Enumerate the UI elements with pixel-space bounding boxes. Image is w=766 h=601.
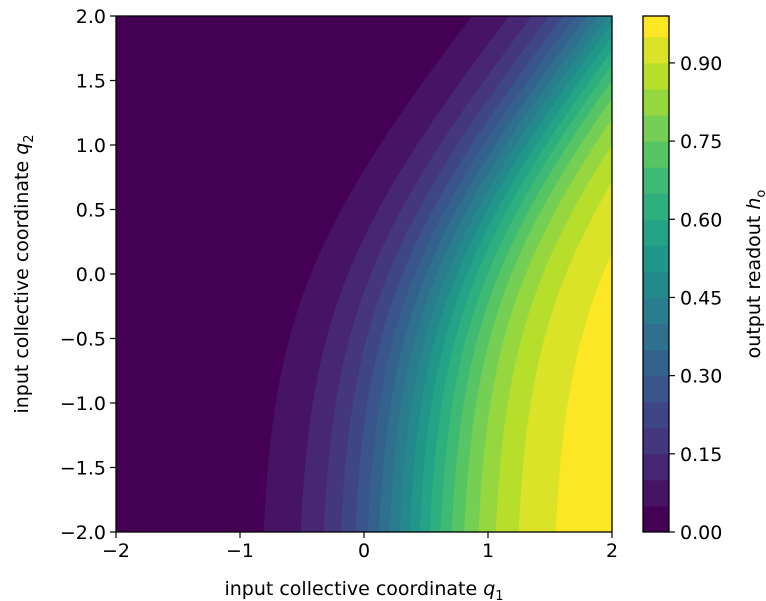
colorbar-swatch xyxy=(643,453,669,481)
colorbar xyxy=(643,16,669,533)
colorbar-frame xyxy=(642,15,670,533)
colorbar-tick-label: 0.45 xyxy=(680,287,722,309)
colorbar-tick-label: 0.75 xyxy=(680,131,722,153)
colorbar-swatch xyxy=(643,245,669,272)
colorbar-tick-label: 0.00 xyxy=(680,522,722,544)
colorbar-swatch xyxy=(643,271,669,298)
y-tick-label: −0.5 xyxy=(60,329,106,351)
colorbar-swatch xyxy=(643,62,669,90)
colorbar-swatch xyxy=(643,193,669,220)
colorbar-swatch xyxy=(643,427,669,455)
y-tick-label: 1.0 xyxy=(76,135,106,157)
colorbar-swatch xyxy=(643,115,669,142)
x-tick-label: −1 xyxy=(226,540,254,562)
y-tick-label: 2.0 xyxy=(76,6,106,28)
x-tick-label: −2 xyxy=(102,540,130,562)
colorbar-swatch xyxy=(643,401,669,429)
colorbar-swatch xyxy=(643,505,669,533)
x-axis: −2 −1 0 1 2 xyxy=(102,532,618,562)
x-tick-label: 2 xyxy=(606,540,618,562)
y-tick-label: −1.5 xyxy=(60,458,106,480)
colorbar-tick-label: 0.60 xyxy=(680,209,722,231)
colorbar-label: output readout ho xyxy=(743,190,766,359)
colorbar-swatch xyxy=(643,88,669,116)
colorbar-swatch xyxy=(643,349,669,377)
x-tick-label: 1 xyxy=(482,540,494,562)
colorbar-swatch xyxy=(643,479,669,507)
y-axis: −2.0 −1.5 −1.0 −0.5 0.0 0.5 1.0 1.5 2.0 xyxy=(60,6,116,544)
contour-band xyxy=(555,252,612,532)
colorbar-swatch xyxy=(643,297,669,325)
x-axis-label: input collective coordinate q1 xyxy=(224,578,503,601)
y-tick-label: 0.0 xyxy=(76,264,106,286)
colorbar-swatch xyxy=(643,219,669,246)
y-tick-label: 0.5 xyxy=(76,200,106,222)
colorbar-swatch xyxy=(643,141,669,168)
y-axis-label: input collective coordinate q2 xyxy=(11,134,37,413)
colorbar-axis: 0.00 0.15 0.30 0.45 0.60 0.75 0.90 xyxy=(669,53,722,544)
colorbar-swatch xyxy=(643,323,669,351)
colorbar-swatch xyxy=(643,36,669,64)
colorbar-swatch xyxy=(643,375,669,403)
colorbar-tick-label: 0.15 xyxy=(680,444,722,466)
colorbar-tick-label: 0.90 xyxy=(680,53,722,75)
y-tick-label: 1.5 xyxy=(76,71,106,93)
colorbar-swatch xyxy=(643,167,669,194)
plot-area xyxy=(116,16,612,532)
y-tick-label: −1.0 xyxy=(60,393,106,415)
colorbar-swatch xyxy=(643,16,669,38)
colorbar-tick-label: 0.30 xyxy=(680,366,722,388)
x-tick-label: 0 xyxy=(358,540,370,562)
y-tick-label: −2.0 xyxy=(60,522,106,544)
